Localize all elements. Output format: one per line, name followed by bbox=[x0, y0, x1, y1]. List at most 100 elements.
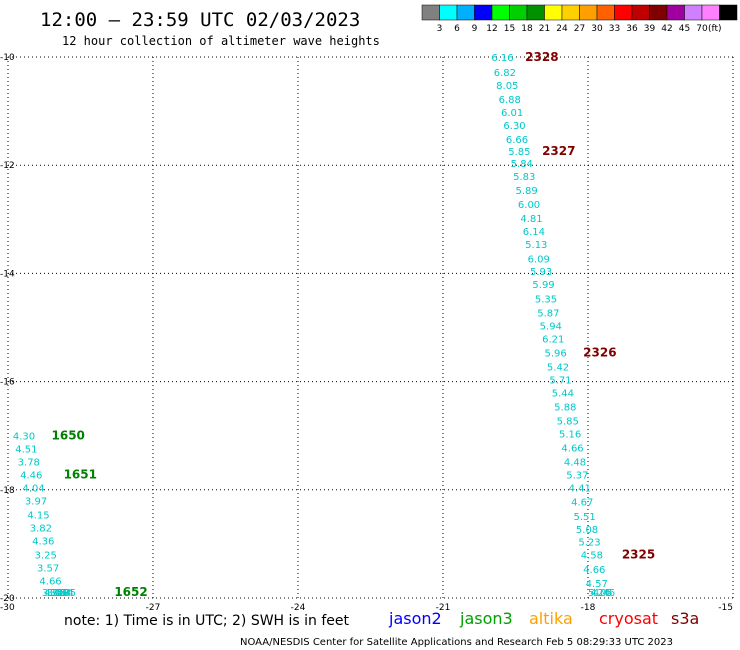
scale-swatch bbox=[439, 4, 458, 21]
wave-height-value: 4.46 bbox=[20, 471, 42, 482]
note-text: note: 1) Time is in UTC; 2) SWH is in fe… bbox=[64, 613, 350, 629]
wave-height-value: 5.16 bbox=[559, 430, 581, 441]
wave-height-value: 8.05 bbox=[496, 81, 518, 92]
wave-height-value: 5.96 bbox=[545, 348, 567, 359]
scale-swatch bbox=[474, 4, 493, 21]
wave-height-value: 3.71 bbox=[42, 588, 64, 599]
scale-swatch bbox=[719, 4, 738, 21]
scale-swatch bbox=[649, 4, 668, 21]
scale-label: 18 bbox=[521, 24, 533, 34]
wave-height-value: 5.89 bbox=[516, 186, 538, 197]
wave-height-value: 3.64 bbox=[49, 588, 71, 599]
x-tick-label: -15 bbox=[718, 603, 733, 613]
pass-time-label: 1652 bbox=[114, 585, 147, 599]
wave-height-value: 5.85 bbox=[508, 147, 530, 158]
scale-label: 27 bbox=[574, 24, 585, 34]
track-jason3: 4.30 4.51 3.78 4.46 4.04 3.97 4.15 3.82 4.36 3.25… bbox=[13, 429, 148, 599]
scale-label: 42 bbox=[661, 24, 672, 34]
wave-height-value: 4.58 bbox=[581, 551, 603, 562]
y-tick-label: -20 bbox=[0, 594, 15, 604]
scale-label: 33 bbox=[609, 24, 620, 34]
wave-height-value: 5.24 bbox=[588, 588, 610, 599]
y-tick-label: -14 bbox=[0, 269, 15, 279]
wave-height-value: 4.67 bbox=[571, 498, 593, 509]
wave-height-value: 3.59 bbox=[47, 588, 69, 599]
scale-label: 6 bbox=[454, 24, 460, 34]
wave-height-value: 3.78 bbox=[18, 458, 40, 469]
legend-s3a: s3a bbox=[671, 609, 699, 628]
scale-label: 36 bbox=[626, 24, 638, 34]
wave-height-value: 5.37 bbox=[566, 471, 588, 482]
x-tick-label: -18 bbox=[581, 603, 596, 613]
wave-height-value: 5.88 bbox=[554, 402, 576, 413]
wave-height-value: 5.44 bbox=[552, 388, 574, 399]
scale-swatch bbox=[421, 4, 440, 21]
wave-height-value: 6.16 bbox=[491, 53, 513, 64]
scale-swatch bbox=[509, 4, 528, 21]
scale-swatch bbox=[526, 4, 545, 21]
scale-label: 9 bbox=[472, 24, 478, 34]
y-tick-label: -16 bbox=[0, 378, 15, 388]
wave-height-value: 4.66 bbox=[561, 444, 583, 455]
scale-label: 30 bbox=[591, 24, 603, 34]
plot-grid bbox=[7, 56, 734, 599]
wave-height-value: 5.13 bbox=[525, 240, 547, 251]
wave-height-value: 5.99 bbox=[532, 280, 554, 291]
wave-height-value: 3.82 bbox=[30, 524, 52, 535]
plot-data: 6.166.828.056.886.016.306.665.855.845.83… bbox=[13, 50, 655, 599]
wave-height-value: 6.82 bbox=[494, 68, 516, 79]
wave-height-value: 4.04 bbox=[23, 484, 45, 495]
scale-swatch bbox=[596, 4, 615, 21]
legend-jason3: jason3 bbox=[459, 609, 513, 628]
wave-height-value: 4.05 bbox=[590, 588, 612, 599]
wave-height-value: 3.97 bbox=[25, 497, 47, 508]
scale-label: 39 bbox=[644, 24, 656, 34]
pass-time-label: 2328 bbox=[525, 50, 558, 64]
legend-jason2: jason2 bbox=[388, 609, 442, 628]
x-tick-label: -21 bbox=[436, 603, 451, 613]
scale-swatch bbox=[701, 4, 720, 21]
scale-swatch bbox=[561, 4, 580, 21]
legend-cryosat: cryosat bbox=[599, 609, 658, 628]
scale-swatch bbox=[684, 4, 703, 21]
wave-height-value: 4.48 bbox=[564, 458, 586, 469]
wave-height-value: 5.84 bbox=[511, 159, 533, 170]
scale-label: 24 bbox=[556, 24, 568, 34]
wave-height-value: 3.57 bbox=[37, 564, 59, 575]
wave-height-value: 4.30 bbox=[13, 432, 35, 443]
wave-height-value: 5.51 bbox=[574, 512, 596, 523]
x-tick-label: -24 bbox=[291, 603, 306, 613]
wave-height-value: 3.25 bbox=[35, 551, 57, 562]
wave-height-value: 5.08 bbox=[576, 525, 598, 536]
scale-swatch bbox=[666, 4, 685, 21]
scale-label: 45 bbox=[679, 24, 690, 34]
pass-time-label: 1651 bbox=[64, 468, 97, 482]
wave-height-value: 4.57 bbox=[586, 579, 608, 590]
scale-swatch bbox=[631, 4, 650, 21]
scale-swatch bbox=[579, 4, 598, 21]
wave-height-value: 4.41 bbox=[569, 484, 591, 495]
scale-label: 70 bbox=[696, 24, 708, 34]
satellite-legend: jason2 jason3 altika cryosat s3a bbox=[388, 609, 699, 628]
wave-height-value: 4.66 bbox=[39, 577, 61, 588]
wave-height-value: 6.66 bbox=[506, 135, 528, 146]
scale-swatch bbox=[456, 4, 475, 21]
wave-height-value: 6.09 bbox=[528, 254, 550, 265]
scale-unit: (ft) bbox=[708, 24, 722, 34]
wave-height-value: 4.46 bbox=[593, 588, 615, 599]
wave-height-value: 3.44 bbox=[52, 588, 74, 599]
pass-time-label: 2325 bbox=[622, 548, 655, 562]
scale-label: 21 bbox=[539, 24, 550, 34]
y-tick-label: -10 bbox=[0, 53, 15, 63]
wave-height-value: 4.51 bbox=[15, 445, 37, 456]
wave-height-value: 5.85 bbox=[557, 417, 579, 428]
wave-height-value: 6.21 bbox=[542, 334, 564, 345]
wave-height-value: 5.23 bbox=[578, 538, 600, 549]
x-tick-label: -27 bbox=[146, 603, 161, 613]
wave-height-value: 6.00 bbox=[518, 200, 540, 211]
scale-label: 15 bbox=[504, 24, 515, 34]
legend-altika: altika bbox=[529, 609, 573, 628]
wave-height-value: 5.71 bbox=[549, 375, 571, 386]
wave-height-value: 4.81 bbox=[520, 214, 542, 225]
